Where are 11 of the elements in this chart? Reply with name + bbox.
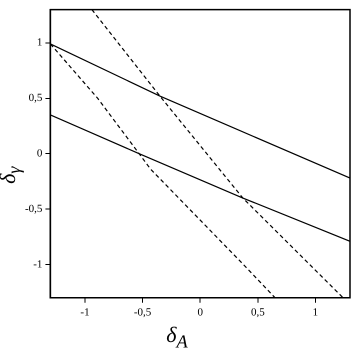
x-axis-title: δ$_{A}$: [165, 322, 189, 352]
x-tick-label: -1: [80, 306, 90, 318]
y-tick-label: -0,5: [24, 203, 43, 216]
y-tick-label: 1: [36, 36, 42, 49]
x-tick-label: 0,5: [250, 306, 266, 318]
y-tick-label: 0,5: [28, 92, 43, 104]
y-tick-label: 0: [36, 148, 43, 160]
x-tick-label: 1: [312, 306, 318, 318]
x-tick-label: -0,5: [134, 306, 152, 318]
x-tick-label: 0: [197, 306, 204, 318]
y-tick-label: -1: [33, 258, 42, 270]
